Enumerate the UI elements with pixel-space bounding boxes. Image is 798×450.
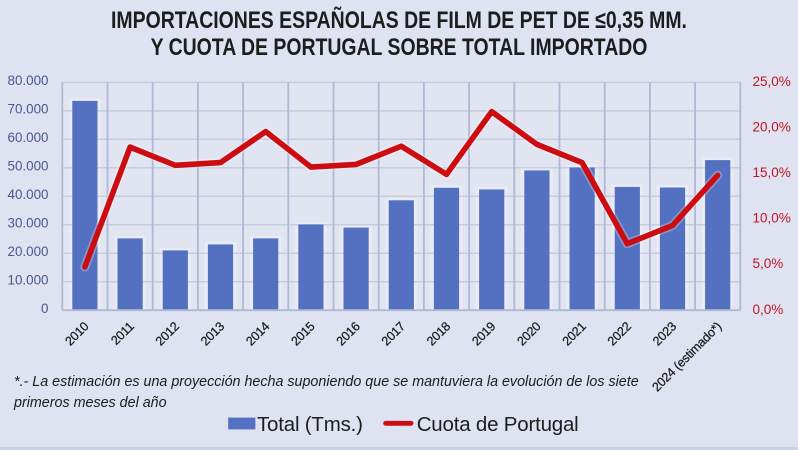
svg-text:2022: 2022 (605, 319, 634, 348)
svg-text:2015: 2015 (289, 319, 318, 348)
svg-text:2020: 2020 (515, 319, 544, 348)
svg-text:0: 0 (41, 301, 48, 316)
svg-text:2021: 2021 (560, 319, 589, 348)
svg-text:15,0%: 15,0% (753, 165, 791, 180)
svg-text:2014: 2014 (243, 319, 272, 348)
svg-text:20,0%: 20,0% (753, 120, 791, 135)
svg-text:70.000: 70.000 (8, 102, 49, 117)
svg-text:50.000: 50.000 (8, 158, 49, 173)
svg-text:2018: 2018 (424, 319, 453, 348)
svg-text:2011: 2011 (108, 319, 137, 348)
svg-text:40.000: 40.000 (8, 187, 49, 202)
svg-text:10.000: 10.000 (8, 272, 49, 287)
svg-text:5,0%: 5,0% (753, 256, 784, 271)
svg-text:10,0%: 10,0% (753, 211, 791, 226)
svg-text:25,0%: 25,0% (753, 74, 791, 89)
svg-text:2016: 2016 (334, 319, 363, 348)
svg-text:2019: 2019 (469, 319, 498, 348)
svg-text:60.000: 60.000 (8, 130, 49, 145)
svg-text:2017: 2017 (379, 319, 408, 348)
svg-text:2012: 2012 (153, 319, 182, 348)
svg-text:0,0%: 0,0% (753, 302, 784, 317)
svg-text:20.000: 20.000 (8, 244, 49, 259)
svg-text:Cuota de Portugal: Cuota de Portugal (417, 413, 579, 436)
svg-text:80.000: 80.000 (8, 73, 49, 88)
svg-text:2010: 2010 (63, 319, 92, 348)
svg-text:2023: 2023 (650, 319, 679, 348)
svg-text:Total (Tms.): Total (Tms.) (257, 413, 363, 436)
svg-text:2013: 2013 (198, 319, 227, 348)
svg-text:30.000: 30.000 (8, 215, 49, 230)
